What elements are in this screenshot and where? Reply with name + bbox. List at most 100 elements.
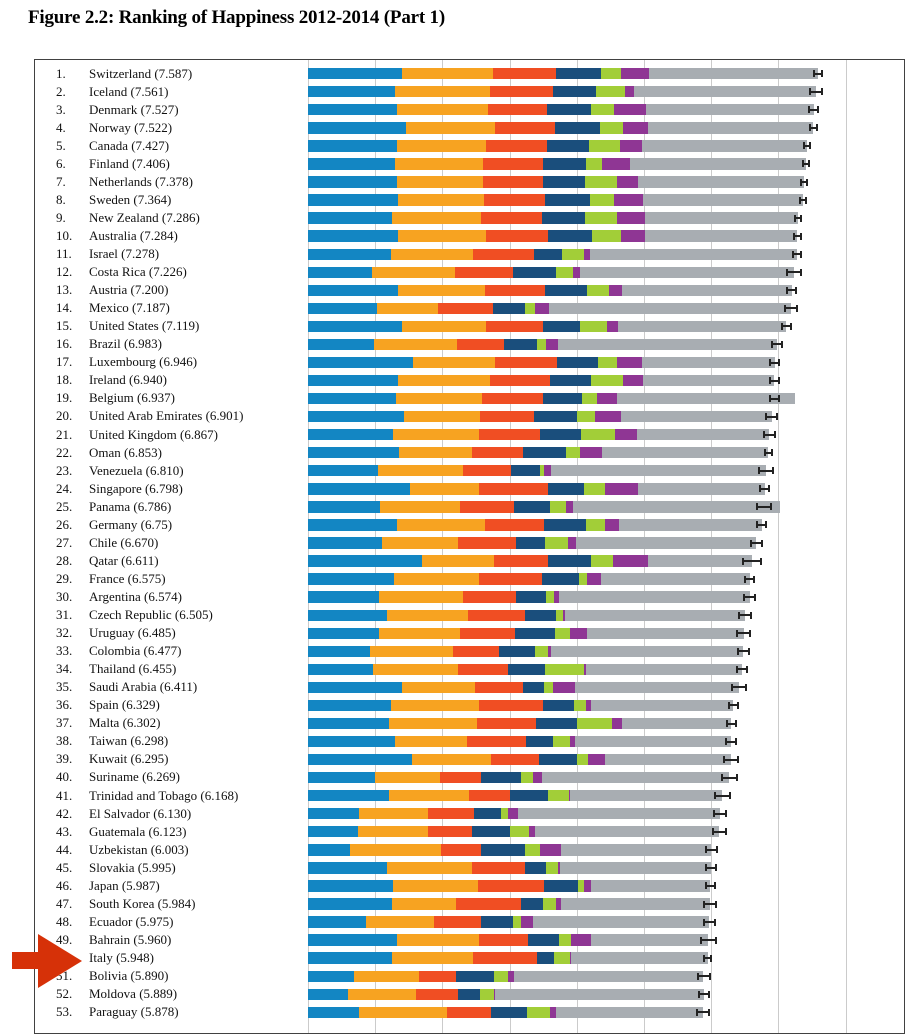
stacked-bar xyxy=(308,970,704,982)
rank-number: 41. xyxy=(56,787,73,803)
confidence-interval-whisker xyxy=(704,882,716,890)
stacked-bar xyxy=(308,68,818,80)
segment-0 xyxy=(308,465,379,477)
segment-2 xyxy=(462,465,511,477)
segment-3 xyxy=(523,447,566,459)
stacked-bar xyxy=(308,645,744,657)
segment-5 xyxy=(587,753,605,766)
segment-0 xyxy=(308,790,390,802)
segment-6 xyxy=(559,862,711,874)
segment-4 xyxy=(547,790,570,802)
segment-4 xyxy=(580,429,616,441)
segment-3 xyxy=(514,627,556,639)
segment-1 xyxy=(390,248,473,260)
segment-2 xyxy=(468,609,526,621)
segment-3 xyxy=(544,880,578,892)
segment-3 xyxy=(473,808,502,820)
rank-number: 14. xyxy=(56,300,73,316)
segment-3 xyxy=(457,988,480,1000)
segment-0 xyxy=(308,1006,360,1018)
country-row-label: 37. Malta (6.302) xyxy=(56,715,160,731)
segment-4 xyxy=(513,916,521,928)
segment-0 xyxy=(308,970,354,982)
segment-0 xyxy=(308,988,348,1000)
segment-1 xyxy=(397,519,485,531)
segment-0 xyxy=(308,916,367,928)
rank-number: 7. xyxy=(56,173,66,189)
segment-4 xyxy=(558,934,571,946)
segment-2 xyxy=(446,1006,492,1018)
stacked-bar xyxy=(308,916,710,928)
confidence-interval-whisker xyxy=(725,738,738,746)
segment-4 xyxy=(584,176,617,188)
country-name-score: Qatar (6.611) xyxy=(89,552,159,568)
segment-1 xyxy=(395,392,483,405)
country-row-label: 15. United States (7.119) xyxy=(56,318,199,334)
segment-3 xyxy=(545,194,590,206)
country-name-score: Mexico (7.187) xyxy=(89,300,170,316)
segment-5 xyxy=(620,140,643,152)
segment-5 xyxy=(563,609,566,621)
stacked-bar xyxy=(308,952,708,964)
confidence-interval-whisker xyxy=(704,864,717,872)
segment-1 xyxy=(378,465,463,477)
segment-2 xyxy=(428,808,474,820)
segment-2 xyxy=(467,735,526,748)
stacked-bar xyxy=(308,681,739,694)
country-name-score: Brazil (6.983) xyxy=(89,336,162,352)
confidence-interval-whisker xyxy=(757,467,774,475)
country-row-label: 24. Singapore (6.798) xyxy=(56,481,183,497)
confidence-interval-whisker xyxy=(768,395,780,403)
stacked-bar xyxy=(308,753,731,766)
segment-5 xyxy=(605,483,639,495)
stacked-bar xyxy=(308,519,762,531)
segment-1 xyxy=(374,771,441,784)
segment-3 xyxy=(541,212,585,224)
rank-number: 25. xyxy=(56,498,73,514)
country-name-score: Venezuela (6.810) xyxy=(89,462,184,478)
segment-3 xyxy=(544,284,587,296)
country-name-score: Italy (5.948) xyxy=(89,949,154,965)
segment-5 xyxy=(621,230,646,242)
segment-6 xyxy=(638,483,765,495)
segment-5 xyxy=(553,591,560,603)
rank-number: 39. xyxy=(56,751,73,767)
segment-1 xyxy=(358,826,429,838)
rank-number: 12. xyxy=(56,264,73,280)
segment-3 xyxy=(507,663,546,676)
segment-6 xyxy=(645,212,798,224)
segment-2 xyxy=(479,410,534,423)
segment-5 xyxy=(596,392,617,405)
confidence-interval-whisker xyxy=(763,431,776,439)
stacked-bar xyxy=(308,862,711,874)
segment-5 xyxy=(607,320,618,333)
segment-3 xyxy=(513,266,556,278)
segment-6 xyxy=(575,735,732,748)
rank-number: 18. xyxy=(56,372,73,388)
country-name-score: Israel (7.278) xyxy=(89,246,160,261)
segment-4 xyxy=(536,338,547,351)
country-row-label: 25. Panama (6.786) xyxy=(56,499,171,515)
segment-1 xyxy=(412,753,491,766)
segment-0 xyxy=(308,122,407,134)
segment-2 xyxy=(438,302,493,315)
segment-4 xyxy=(574,699,587,712)
confidence-interval-whisker xyxy=(764,449,773,457)
country-row-label: 19. Belgium (6.937) xyxy=(56,390,175,406)
segment-0 xyxy=(308,699,391,712)
country-row-label: 33. Colombia (6.477) xyxy=(56,643,181,659)
rank-number: 48. xyxy=(56,913,73,929)
segment-0 xyxy=(308,284,398,296)
segment-1 xyxy=(397,230,486,242)
confidence-interval-whisker xyxy=(738,611,752,619)
confidence-interval-whisker xyxy=(792,232,803,240)
segment-2 xyxy=(478,934,529,946)
rank-number: 10. xyxy=(56,227,73,243)
segment-4 xyxy=(579,573,588,585)
segment-2 xyxy=(495,122,555,134)
segment-3 xyxy=(455,970,495,982)
segment-4 xyxy=(524,844,541,856)
stacked-bar xyxy=(308,844,712,856)
rank-number: 52. xyxy=(56,986,73,1002)
stacked-bar xyxy=(308,483,765,495)
